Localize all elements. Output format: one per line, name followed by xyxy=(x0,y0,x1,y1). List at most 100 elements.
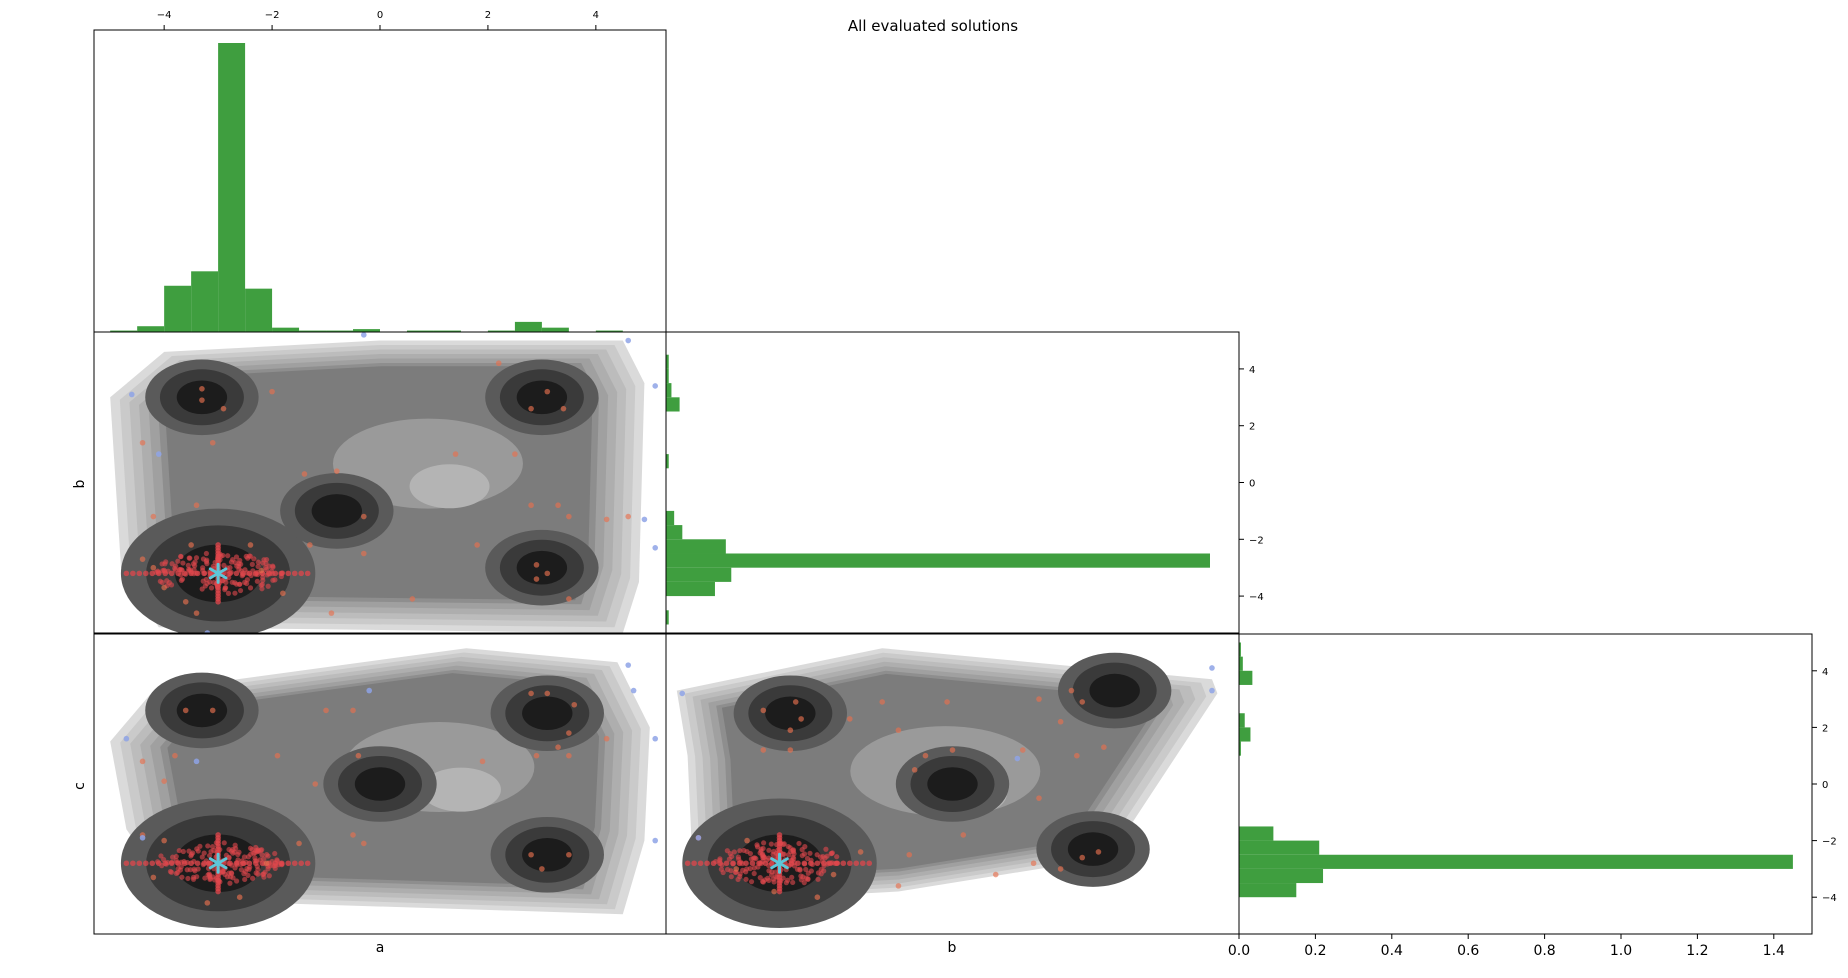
hist-a-bar xyxy=(245,288,273,332)
sample-point-bc-cross xyxy=(710,860,717,867)
sample-point-bc-cloud xyxy=(743,876,749,882)
hist-b-bar xyxy=(666,354,669,369)
hist-b-bar xyxy=(666,525,683,540)
sample-point-ab-cloud xyxy=(191,567,197,573)
sample-point-ac-cloud xyxy=(202,875,208,881)
top-axis-tick-label: −4 xyxy=(157,10,172,21)
sample-point-bc-cloud xyxy=(750,855,757,861)
sample-point-ac-cloud xyxy=(226,846,232,853)
hist-a-bar xyxy=(299,330,327,332)
sample-point-ab-cloud xyxy=(203,550,210,557)
sample-point-ab-cross xyxy=(123,570,130,577)
sample-point-ab-cloud xyxy=(236,560,242,567)
sample-point-bc-cross xyxy=(762,860,769,867)
sample-point-ac-cloud xyxy=(167,868,174,875)
density-axis-tick-label: 1.0 xyxy=(1610,943,1632,959)
poor-point-ac xyxy=(366,687,373,694)
sample-point-bc-cloud xyxy=(717,856,723,862)
sample-point-bc-cross xyxy=(795,860,801,867)
sample-point-ab-cloud xyxy=(242,579,248,586)
y-axis-label-c: c xyxy=(72,782,88,790)
sample-point-ac-cross xyxy=(143,860,149,867)
sample-point-ab-cloud xyxy=(157,578,163,584)
sample-point-ac-cloud xyxy=(223,852,229,858)
sample-point-ab-cloud xyxy=(178,567,184,573)
sample-point-bc xyxy=(857,849,864,855)
poor-point-ab xyxy=(652,545,659,551)
sample-point-ac xyxy=(350,832,356,838)
sample-point-ac-cross xyxy=(188,860,194,867)
sample-point-ab-cross xyxy=(181,570,188,577)
sample-point-ac xyxy=(161,837,167,844)
basin-ab-1-core xyxy=(176,380,228,415)
sample-point-bc-cloud xyxy=(790,879,796,886)
sample-point-ab-cloud xyxy=(190,561,197,567)
sample-point-ac-cloud xyxy=(259,847,265,853)
sample-point-bc xyxy=(792,699,799,705)
sample-point-ac-cross xyxy=(175,860,181,867)
sample-point-ac-cloud xyxy=(207,876,213,882)
sample-point-bc-cloud xyxy=(815,876,821,882)
sample-point-ab xyxy=(495,360,502,367)
sample-point-ab-cross xyxy=(136,570,143,577)
sample-point-ac-cloud xyxy=(261,856,267,862)
sample-point-ac-cross xyxy=(215,832,221,838)
sample-point-ac-cloud xyxy=(195,848,201,854)
sample-point-ab-cloud xyxy=(255,563,261,570)
sample-point-bc-cloud xyxy=(731,849,737,855)
sample-point-bc xyxy=(733,866,740,872)
sample-point-ac-cross xyxy=(207,860,214,867)
sample-point-ac-cloud xyxy=(205,872,211,878)
sample-point-ac xyxy=(204,900,211,906)
sample-point-ab xyxy=(334,468,340,474)
sample-point-bc xyxy=(1079,699,1086,705)
sample-point-bc xyxy=(1019,747,1026,753)
hist-c-bar xyxy=(1239,868,1324,884)
sample-point-bc xyxy=(1074,752,1080,759)
sample-point-ac-cloud xyxy=(195,866,201,872)
sample-point-ab-cloud xyxy=(233,554,240,560)
sample-point-ab-cross xyxy=(130,570,136,577)
sample-point-bc xyxy=(911,767,918,773)
sample-point-ab-cloud xyxy=(259,586,265,592)
sample-point-ab xyxy=(301,471,308,477)
sample-point-ac-cross xyxy=(246,860,253,867)
sample-point-ab xyxy=(361,550,367,557)
sample-point-bc xyxy=(1036,795,1042,801)
sample-point-ab-cross xyxy=(168,570,175,577)
sample-point-ab-cross xyxy=(201,570,207,577)
sample-point-ab-cloud xyxy=(263,556,270,563)
hist-b-bar xyxy=(666,510,675,526)
sample-point-bc-cloud xyxy=(808,868,814,874)
contour-bc-plot xyxy=(676,648,1218,929)
basin-bc-2-core xyxy=(1067,832,1119,866)
sample-point-ac xyxy=(263,860,270,867)
sample-point-bc-cloud xyxy=(807,850,813,856)
sample-point-bc xyxy=(760,747,767,753)
sample-point-ab-cross xyxy=(227,570,233,577)
sample-point-ac-cross xyxy=(201,860,207,867)
sample-point-ac-cross xyxy=(181,860,188,867)
sample-point-ab xyxy=(533,576,540,582)
sample-point-bc-cross xyxy=(788,860,795,867)
hist-c-bar xyxy=(1239,670,1253,685)
sample-point-ab-cross xyxy=(246,570,253,577)
sample-point-ab-cloud xyxy=(164,578,170,584)
sample-point-ab-cloud xyxy=(179,576,186,582)
sample-point-ac-cloud xyxy=(241,871,247,877)
hist-c-frame xyxy=(1238,633,1813,935)
right-axis-c-tick-label: −2 xyxy=(1822,837,1837,848)
hist-b-bar xyxy=(666,539,726,554)
sample-point-ac-cross xyxy=(259,860,266,867)
sample-point-bc-cloud xyxy=(805,876,811,882)
contour-plateau-peak-ab xyxy=(409,464,490,509)
sample-point-bc-cloud xyxy=(757,875,763,881)
hist-b-bar xyxy=(666,397,680,412)
sample-point-bc xyxy=(906,851,913,858)
sample-point-ab xyxy=(361,513,367,520)
sample-point-bc-cloud xyxy=(803,866,809,873)
sample-point-ac-cross xyxy=(194,860,201,867)
sample-point-ab-cross xyxy=(304,570,311,577)
basin-bc-1-core xyxy=(765,696,816,731)
